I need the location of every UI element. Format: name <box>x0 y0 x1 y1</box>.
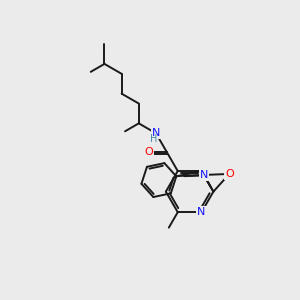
Text: N: N <box>200 170 208 180</box>
Text: O: O <box>225 169 234 179</box>
Text: O: O <box>145 147 153 157</box>
Text: N: N <box>152 128 160 138</box>
Text: H: H <box>150 134 158 144</box>
Text: N: N <box>197 207 206 217</box>
